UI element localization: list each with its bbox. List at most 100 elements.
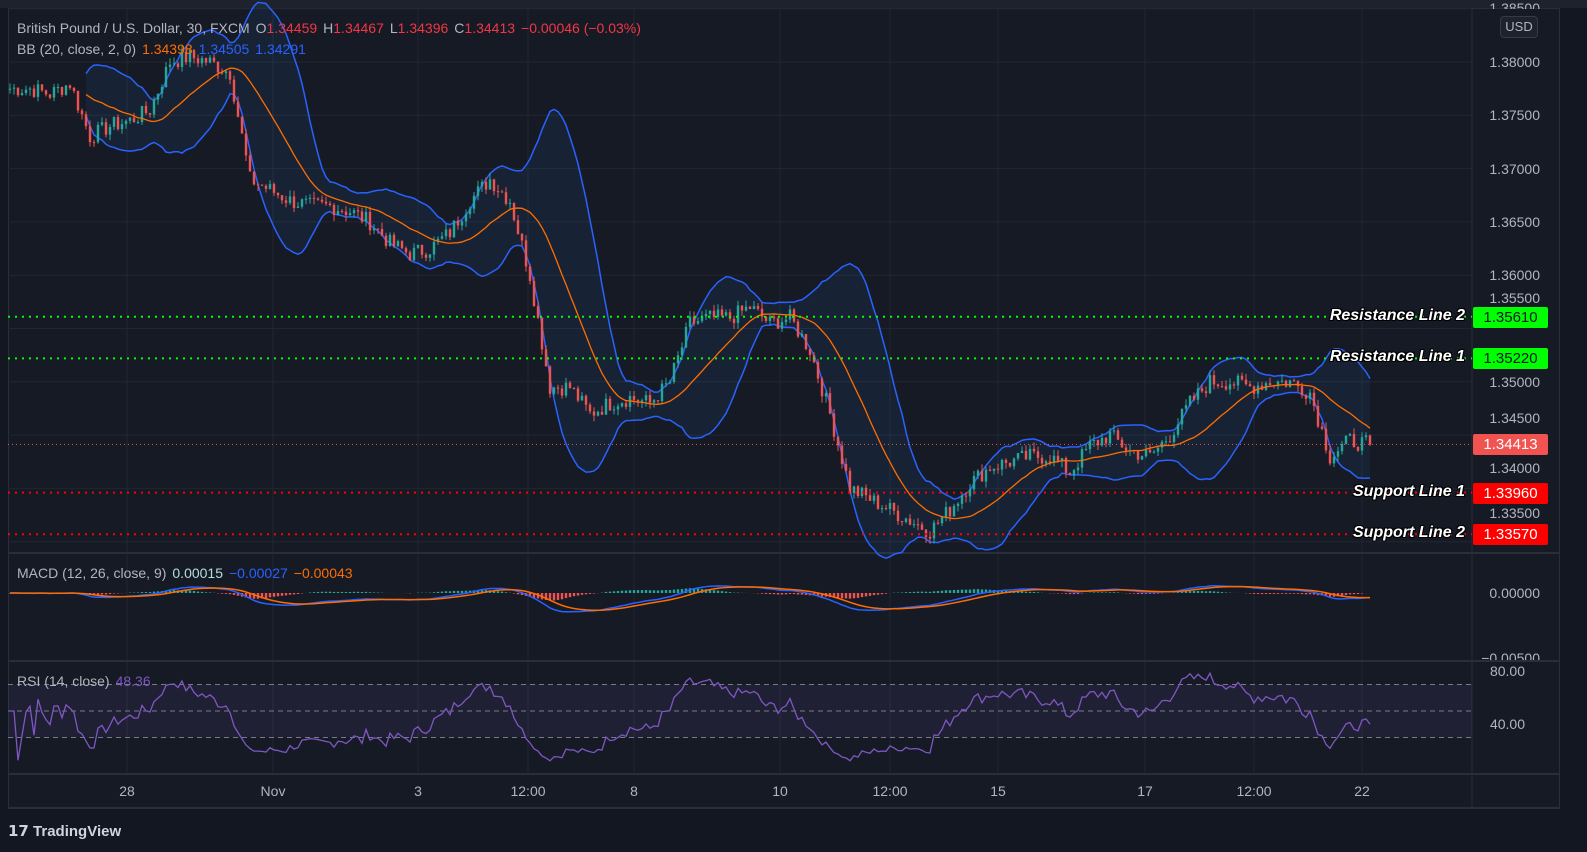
macd-histogram-bar <box>676 589 680 593</box>
candle-body <box>60 87 64 95</box>
candle-body <box>492 179 496 192</box>
candle-body <box>92 142 96 144</box>
macd-histogram-bar <box>1328 593 1332 597</box>
macd-histogram-bar <box>1276 593 1280 594</box>
candle-body <box>1064 458 1068 474</box>
macd-histogram-bar <box>884 593 888 594</box>
macd-histogram-bar <box>928 591 932 593</box>
macd-histogram-bar <box>868 593 872 596</box>
macd-histogram-bar <box>1252 593 1256 594</box>
candle-body <box>148 113 152 115</box>
candle-body <box>1104 437 1108 444</box>
candle-body <box>1268 383 1272 386</box>
candle-body <box>236 101 240 117</box>
candle-body <box>356 210 360 212</box>
candle-body <box>176 63 180 68</box>
candle-body <box>352 210 356 214</box>
macd-histogram-bar <box>452 590 456 593</box>
candle-body <box>1092 440 1096 442</box>
candle-body <box>732 318 736 323</box>
candle-body <box>344 211 348 216</box>
macd-histogram-bar <box>372 592 376 593</box>
macd-histogram-bar <box>364 591 368 593</box>
candle-body <box>836 436 840 446</box>
low-value: 1.34396 <box>397 20 449 36</box>
macd-histogram-bar <box>1248 593 1252 594</box>
candle-body <box>40 84 44 91</box>
candle-body <box>796 321 800 337</box>
candle-body <box>508 203 512 205</box>
candle-body <box>1060 458 1064 462</box>
price-tick: 1.34500 <box>1489 410 1540 426</box>
macd-histogram-bar <box>500 591 504 593</box>
candle-body <box>192 50 196 59</box>
macd-histogram-bar <box>1296 593 1300 594</box>
macd-histogram-bar <box>1116 592 1120 593</box>
macd-histogram-bar <box>1072 593 1076 595</box>
bb-upper-value: 1.34505 <box>198 41 250 57</box>
candle-body <box>476 186 480 196</box>
candle-body <box>1320 426 1324 429</box>
macd-histogram-bar <box>480 589 484 593</box>
macd-histogram-bar <box>324 591 328 593</box>
candle-body <box>1304 395 1308 399</box>
candle-body <box>1136 451 1140 460</box>
candle-body <box>940 517 944 524</box>
candle-body <box>1080 449 1084 468</box>
macd-histogram-bar <box>332 591 336 593</box>
candle-body <box>580 395 584 401</box>
bb-label[interactable]: BB (20, close, 2, 0) <box>17 41 137 57</box>
candle-body <box>676 355 680 364</box>
macd-histogram-bar <box>168 590 172 593</box>
candle-body <box>756 306 760 309</box>
candle-body <box>328 203 332 205</box>
candle-body <box>196 58 200 64</box>
currency-badge[interactable]: USD <box>1500 16 1538 38</box>
macd-histogram-bar <box>760 593 764 594</box>
macd-histogram-bar <box>492 590 496 593</box>
candle-body <box>1224 386 1228 390</box>
tradingview-logo[interactable]: 𝟭𝟳 TradingView <box>8 822 121 840</box>
candle-body <box>208 57 212 63</box>
candle-body <box>420 244 424 255</box>
candle-body <box>112 117 116 127</box>
candle-body <box>656 400 660 402</box>
candle-body <box>1156 447 1160 452</box>
candle-body <box>1292 380 1296 382</box>
price-tick: 1.36000 <box>1489 267 1540 284</box>
top-strip <box>0 0 1587 8</box>
macd-histogram-bar <box>588 593 592 594</box>
macd-histogram-bar <box>860 593 864 598</box>
candle-body <box>412 247 416 261</box>
time-tick: 28 <box>119 783 135 799</box>
candle-body <box>1340 443 1344 452</box>
candle-body <box>76 91 80 111</box>
macd-tick: 0.00000 <box>1489 585 1540 601</box>
bb-band-fill <box>86 2 1370 559</box>
candle-body <box>740 305 744 311</box>
macd-label[interactable]: MACD (12, 26, close, 9) <box>17 565 167 581</box>
symbol-title[interactable]: British Pound / U.S. Dollar, 30, FXCM <box>17 20 250 36</box>
macd-histogram-bar <box>296 593 300 595</box>
macd-histogram-bar <box>204 592 208 593</box>
macd-histogram-bar <box>1032 591 1036 593</box>
rsi-label[interactable]: RSI (14, close) <box>17 673 110 689</box>
candle-body <box>968 489 972 497</box>
macd-histogram-bar <box>772 593 776 595</box>
macd-histogram-bar <box>104 593 108 595</box>
macd-histogram-bar <box>1260 593 1264 595</box>
candle-body <box>400 241 404 249</box>
candle-body <box>376 228 380 230</box>
macd-histogram-bar <box>656 590 660 593</box>
macd-histogram-bar <box>308 592 312 593</box>
macd-histogram-bar <box>632 590 636 593</box>
brand-name: TradingView <box>33 823 122 840</box>
macd-histogram-bar <box>640 590 644 593</box>
macd-histogram-bar <box>1304 593 1308 595</box>
candle-body <box>784 319 788 323</box>
macd-histogram-bar <box>1284 593 1288 594</box>
candle-body <box>1328 450 1332 464</box>
candle-body <box>340 211 344 213</box>
candle-body <box>1000 459 1004 470</box>
